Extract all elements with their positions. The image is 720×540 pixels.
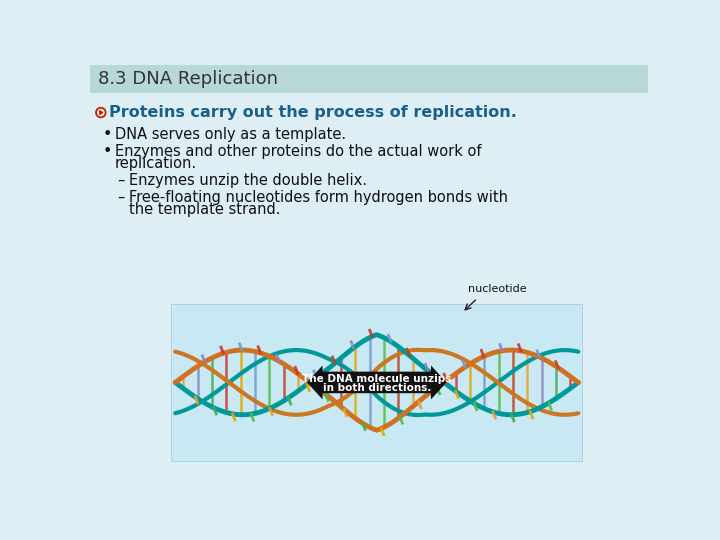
Text: Enzymes and other proteins do the actual work of: Enzymes and other proteins do the actual…: [114, 144, 481, 159]
Text: Free-floating nucleotides form hydrogen bonds with: Free-floating nucleotides form hydrogen …: [129, 190, 508, 205]
Polygon shape: [99, 111, 103, 114]
Text: –: –: [117, 190, 125, 205]
Circle shape: [98, 110, 104, 116]
Text: in both directions.: in both directions.: [323, 383, 431, 393]
Text: Proteins carry out the process of replication.: Proteins carry out the process of replic…: [109, 105, 516, 120]
Text: the template strand.: the template strand.: [129, 202, 280, 217]
Text: 8.3 DNA Replication: 8.3 DNA Replication: [98, 70, 278, 87]
Polygon shape: [307, 366, 446, 400]
Circle shape: [96, 107, 106, 118]
Text: nucleotide: nucleotide: [468, 284, 527, 294]
Bar: [171, 303, 582, 461]
Text: •: •: [102, 144, 112, 159]
Bar: [90, 65, 648, 92]
Text: DNA serves only as a template.: DNA serves only as a template.: [114, 126, 346, 141]
Text: •: •: [102, 126, 112, 141]
Text: –: –: [117, 173, 125, 188]
Text: replication.: replication.: [114, 156, 197, 171]
Text: Enzymes unzip the double helix.: Enzymes unzip the double helix.: [129, 173, 366, 188]
Text: The DNA molecule unzips: The DNA molecule unzips: [302, 374, 451, 384]
